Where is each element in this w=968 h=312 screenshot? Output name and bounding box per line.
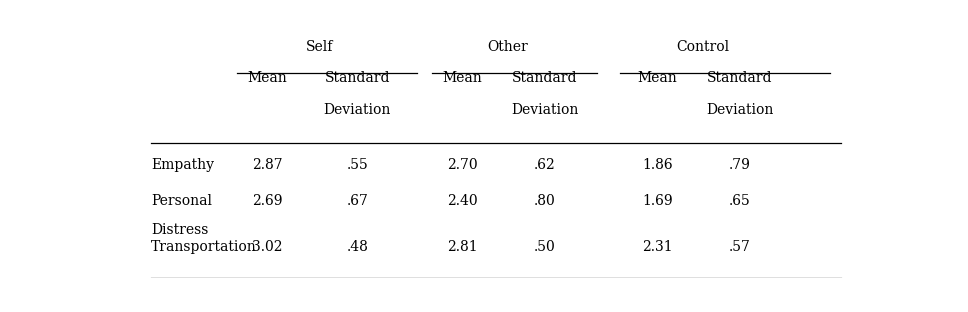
Text: 2.31: 2.31 [642,240,673,254]
Text: .48: .48 [347,240,368,254]
Text: Mean: Mean [248,71,287,85]
Text: Deviation: Deviation [511,103,579,117]
Text: Mean: Mean [442,71,482,85]
Text: .80: .80 [534,194,556,208]
Text: Deviation: Deviation [707,103,773,117]
Text: 3.02: 3.02 [252,240,283,254]
Text: Self: Self [306,40,334,54]
Text: Standard: Standard [324,71,390,85]
Text: Empathy: Empathy [151,158,214,172]
Text: 2.81: 2.81 [447,240,477,254]
Text: Distress: Distress [151,223,208,237]
Text: 2.70: 2.70 [447,158,477,172]
Text: Other: Other [487,40,528,54]
Text: 1.86: 1.86 [642,158,673,172]
Text: .57: .57 [729,240,751,254]
Text: .55: .55 [347,158,368,172]
Text: 2.69: 2.69 [252,194,283,208]
Text: Transportation: Transportation [151,240,257,254]
Text: 2.87: 2.87 [252,158,283,172]
Text: 1.69: 1.69 [642,194,673,208]
Text: .79: .79 [729,158,751,172]
Text: .67: .67 [347,194,368,208]
Text: .62: .62 [534,158,556,172]
Text: 2.40: 2.40 [447,194,477,208]
Text: .50: .50 [534,240,556,254]
Text: Control: Control [676,40,729,54]
Text: Standard: Standard [512,71,578,85]
Text: Deviation: Deviation [323,103,391,117]
Text: Personal: Personal [151,194,212,208]
Text: Standard: Standard [708,71,772,85]
Text: .65: .65 [729,194,751,208]
Text: Mean: Mean [638,71,678,85]
